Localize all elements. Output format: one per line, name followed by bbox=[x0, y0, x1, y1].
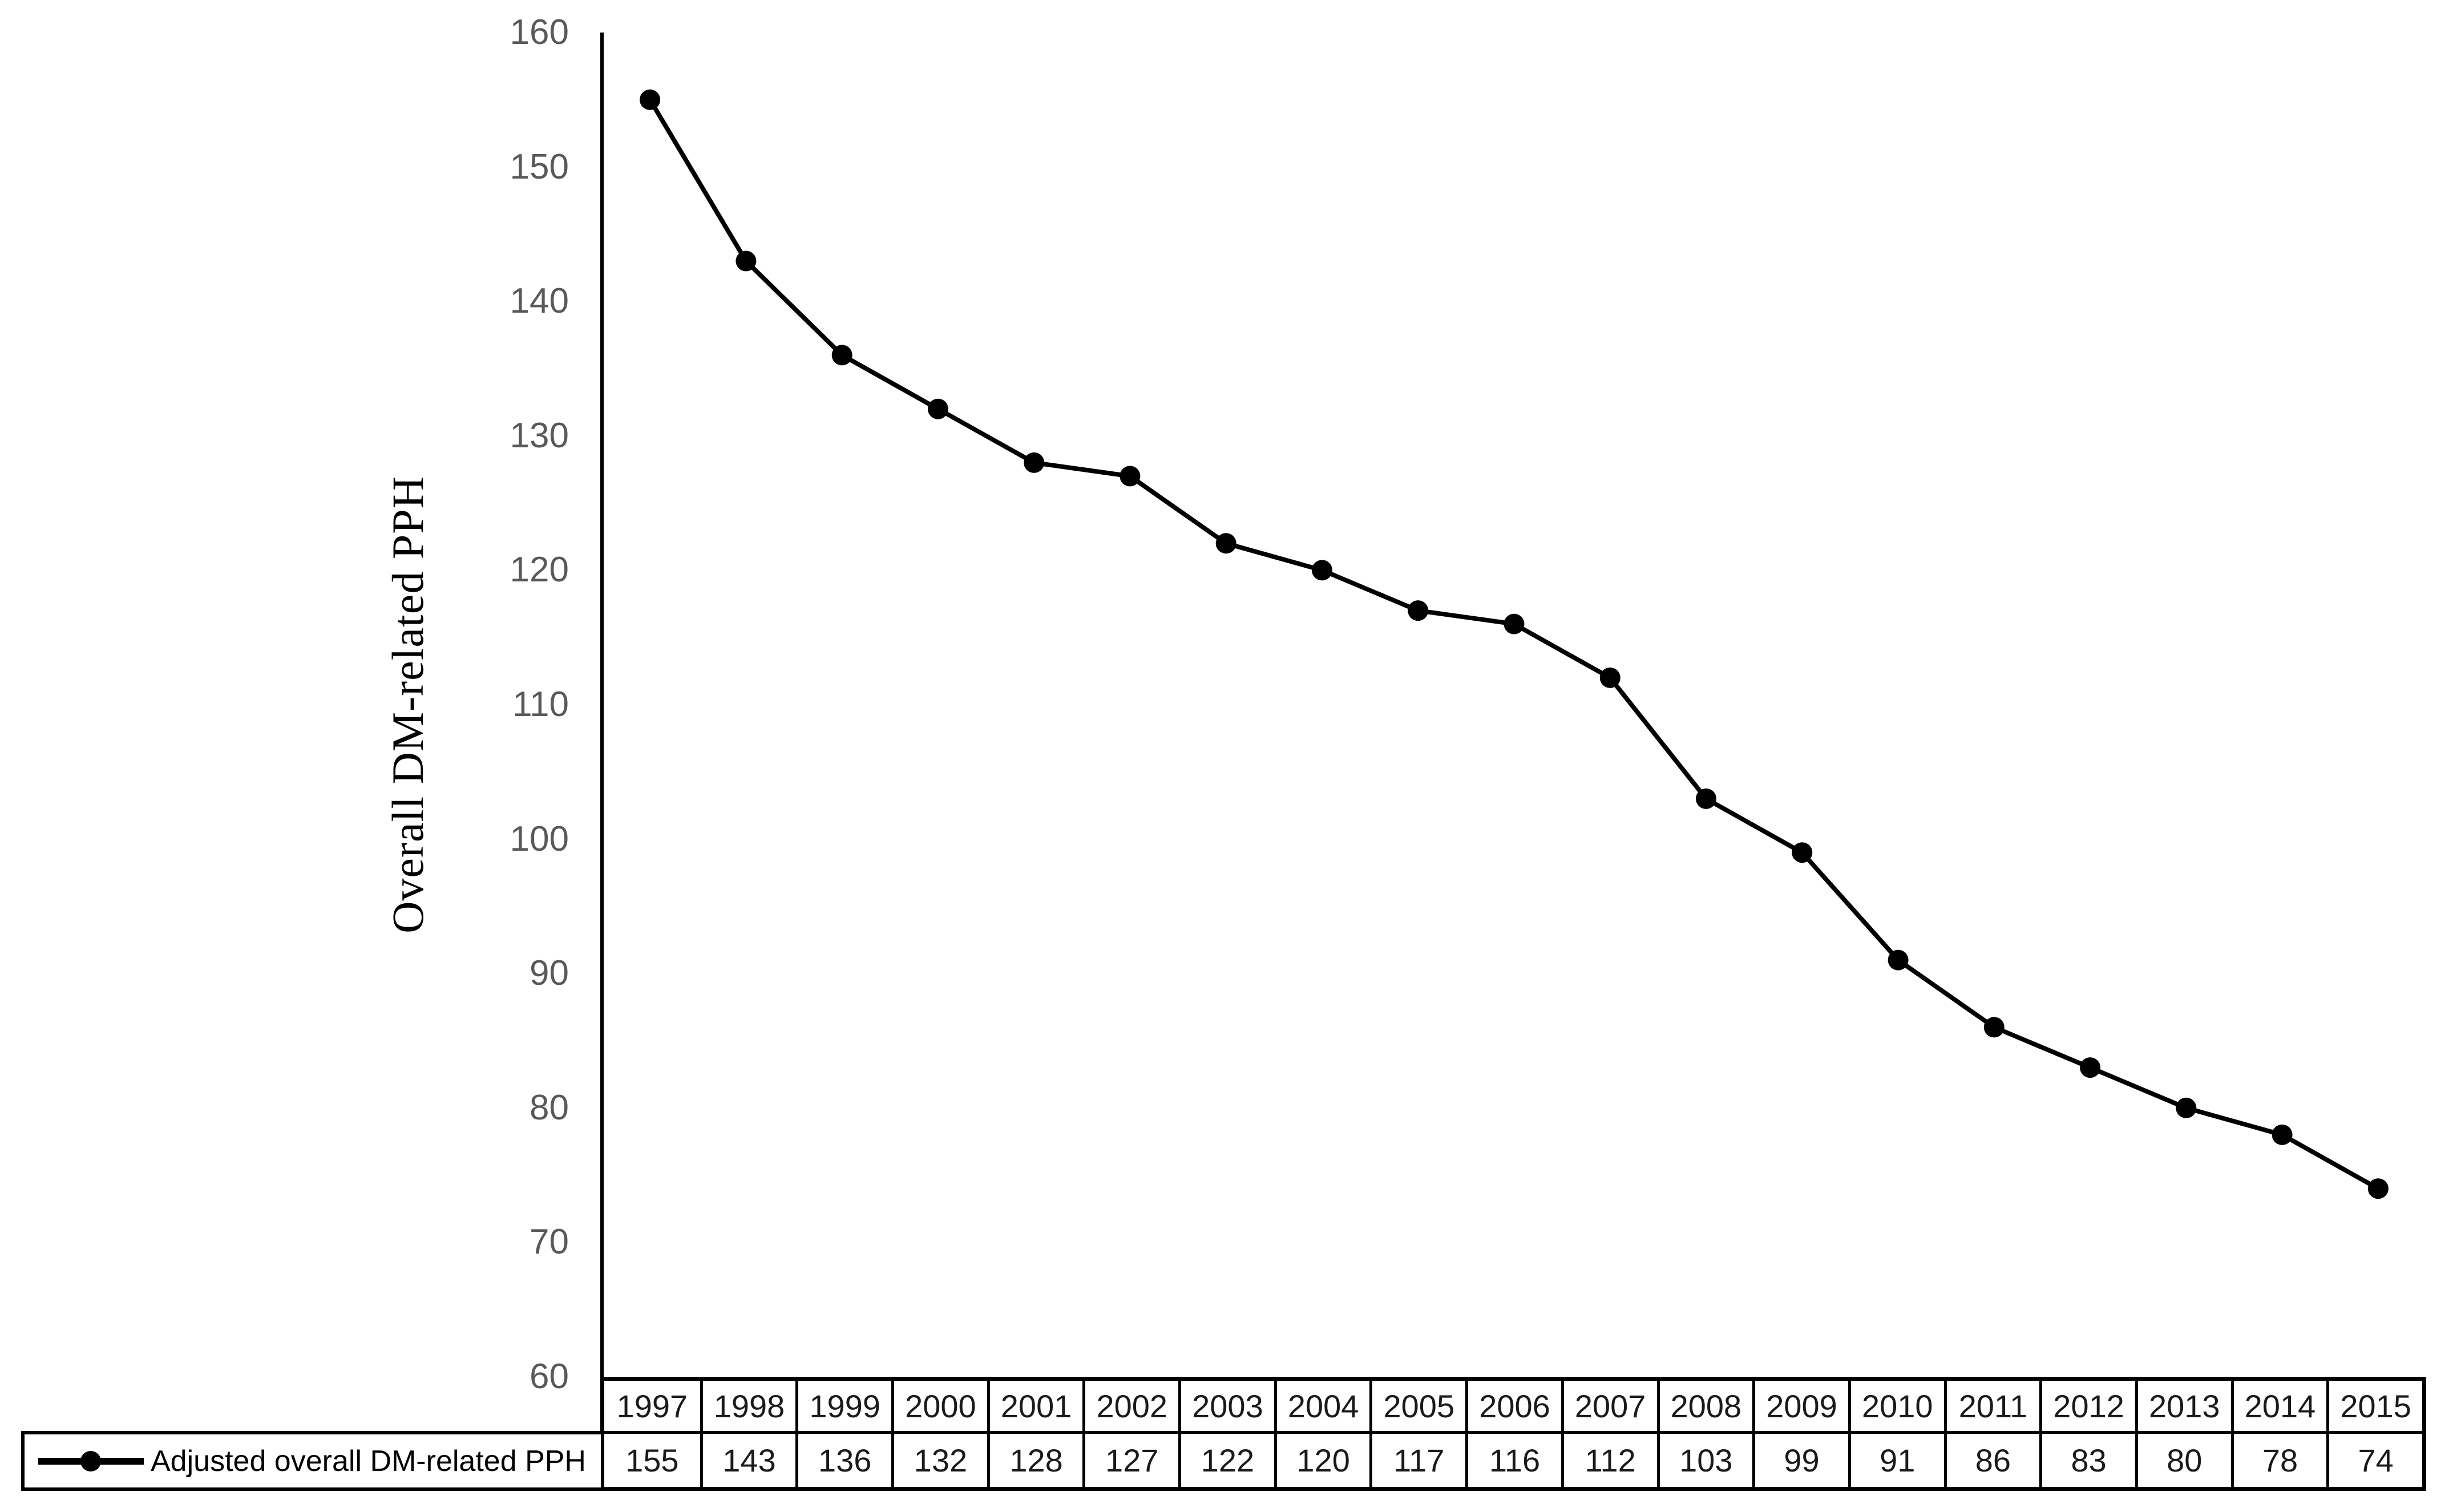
y-axis-tick-label: 80 bbox=[530, 1087, 569, 1127]
data-point bbox=[1599, 667, 1620, 688]
y-axis-tick-label: 110 bbox=[512, 685, 569, 724]
data-point bbox=[1024, 452, 1045, 473]
year-header-cell: 2013 bbox=[2135, 1381, 2231, 1431]
value-cell: 86 bbox=[1943, 1431, 2040, 1487]
data-point bbox=[2176, 1097, 2197, 1118]
data-point bbox=[831, 345, 852, 366]
year-header-cell: 2007 bbox=[1561, 1381, 1657, 1431]
value-cell: 78 bbox=[2230, 1431, 2327, 1487]
data-point bbox=[1504, 613, 1525, 634]
data-point bbox=[1215, 533, 1236, 554]
year-header-cell: 2008 bbox=[1656, 1381, 1753, 1431]
year-header-cell: 2003 bbox=[1178, 1381, 1274, 1431]
year-header-cell: 2005 bbox=[1369, 1381, 1465, 1431]
year-header-cell: 2006 bbox=[1465, 1381, 1561, 1431]
data-point bbox=[2272, 1124, 2293, 1145]
data-point bbox=[640, 89, 661, 110]
y-axis-tick-label: 100 bbox=[510, 819, 569, 859]
year-header-cell: 2011 bbox=[1943, 1381, 2040, 1431]
data-line bbox=[648, 98, 2379, 1191]
data-point bbox=[1888, 949, 1909, 971]
y-axis-tick-label: 130 bbox=[510, 415, 569, 455]
value-cell: 155 bbox=[604, 1431, 700, 1487]
data-point bbox=[1120, 466, 1141, 487]
y-axis-tick-label: 160 bbox=[510, 13, 569, 52]
data-point bbox=[2367, 1178, 2389, 1199]
value-cell: 127 bbox=[1082, 1431, 1179, 1487]
value-cell: 74 bbox=[2326, 1431, 2422, 1487]
line-chart bbox=[640, 89, 2389, 1199]
plot-area bbox=[602, 33, 2426, 1377]
value-cell: 80 bbox=[2135, 1431, 2231, 1487]
y-axis-tick-label: 90 bbox=[530, 953, 569, 993]
y-axis-tick-label: 150 bbox=[510, 147, 569, 187]
data-table: 1997 1998 1999 2000 2001 2002 2003 2004 2005 2006… bbox=[600, 1377, 2426, 1491]
legend-cell: Adjusted overall DM-related PPH bbox=[21, 1431, 604, 1491]
y-axis-tick-label: 140 bbox=[510, 281, 569, 321]
year-header-cell: 2012 bbox=[2039, 1381, 2135, 1431]
value-cell: 112 bbox=[1561, 1431, 1657, 1487]
year-header-cell: 2009 bbox=[1752, 1381, 1848, 1431]
data-point bbox=[735, 250, 757, 272]
y-axis-line bbox=[600, 33, 604, 1377]
value-cell: 143 bbox=[700, 1431, 796, 1487]
value-cell: 132 bbox=[891, 1431, 987, 1487]
year-header-cell: 2002 bbox=[1082, 1381, 1178, 1431]
data-point bbox=[927, 398, 948, 419]
data-point bbox=[1312, 560, 1332, 581]
data-point bbox=[1792, 842, 1813, 863]
value-cell: 128 bbox=[987, 1431, 1083, 1487]
data-point bbox=[1408, 600, 1429, 621]
year-header-cell: 2015 bbox=[2326, 1381, 2422, 1431]
value-cell: 117 bbox=[1369, 1431, 1466, 1487]
year-header-cell: 1997 bbox=[616, 1388, 688, 1424]
value-cell: 136 bbox=[795, 1431, 892, 1487]
data-point bbox=[2080, 1057, 2101, 1078]
y-axis-tick-label: 60 bbox=[530, 1357, 569, 1396]
value-cell: 120 bbox=[1274, 1431, 1370, 1487]
y-axis-tick-label: 120 bbox=[510, 550, 569, 590]
year-header-cell: 2001 bbox=[987, 1381, 1083, 1431]
y-axis-tick-label: 70 bbox=[530, 1222, 569, 1262]
year-header-cell: 2000 bbox=[891, 1381, 987, 1431]
value-cell: 122 bbox=[1178, 1431, 1274, 1487]
value-cell: 99 bbox=[1752, 1431, 1848, 1487]
legend-line-marker-icon bbox=[38, 1450, 144, 1471]
data-point bbox=[1983, 1017, 2005, 1038]
year-header-cell: 2014 bbox=[2230, 1381, 2327, 1431]
value-cell: 116 bbox=[1465, 1431, 1561, 1487]
year-header-cell: 2010 bbox=[1848, 1381, 1944, 1431]
legend-label: Adjusted overall DM-related PPH bbox=[151, 1444, 586, 1478]
data-point bbox=[1696, 788, 1716, 809]
value-cell: 91 bbox=[1848, 1431, 1944, 1487]
year-header-cell: 1998 bbox=[700, 1381, 796, 1431]
value-cell: 83 bbox=[2039, 1431, 2135, 1487]
year-header-cell: 1999 bbox=[795, 1381, 891, 1431]
year-header-cell: 2004 bbox=[1274, 1381, 1370, 1431]
value-cell: 103 bbox=[1656, 1431, 1753, 1487]
